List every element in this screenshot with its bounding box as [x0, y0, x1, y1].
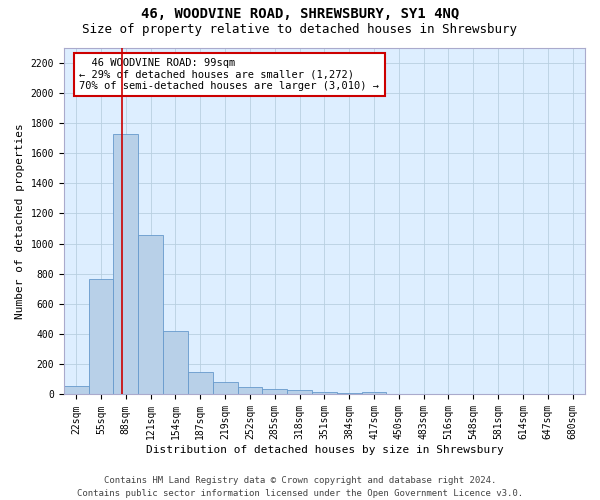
Bar: [262, 389, 287, 394]
Text: 46 WOODVINE ROAD: 99sqm  
← 29% of detached houses are smaller (1,272)
70% of se: 46 WOODVINE ROAD: 99sqm ← 29% of detache…: [79, 58, 379, 91]
Bar: [212, 382, 238, 394]
Bar: [238, 388, 262, 394]
Bar: [362, 392, 386, 394]
Bar: [64, 386, 89, 394]
Text: Contains HM Land Registry data © Crown copyright and database right 2024.
Contai: Contains HM Land Registry data © Crown c…: [77, 476, 523, 498]
Y-axis label: Number of detached properties: Number of detached properties: [15, 123, 25, 319]
Bar: [287, 390, 312, 394]
Bar: [138, 236, 163, 394]
Bar: [89, 279, 113, 394]
Bar: [163, 331, 188, 394]
X-axis label: Distribution of detached houses by size in Shrewsbury: Distribution of detached houses by size …: [146, 445, 503, 455]
Bar: [188, 372, 212, 394]
Bar: [337, 392, 362, 394]
Text: 46, WOODVINE ROAD, SHREWSBURY, SY1 4NQ: 46, WOODVINE ROAD, SHREWSBURY, SY1 4NQ: [141, 8, 459, 22]
Bar: [113, 134, 138, 394]
Text: Size of property relative to detached houses in Shrewsbury: Size of property relative to detached ho…: [83, 22, 517, 36]
Bar: [312, 392, 337, 394]
